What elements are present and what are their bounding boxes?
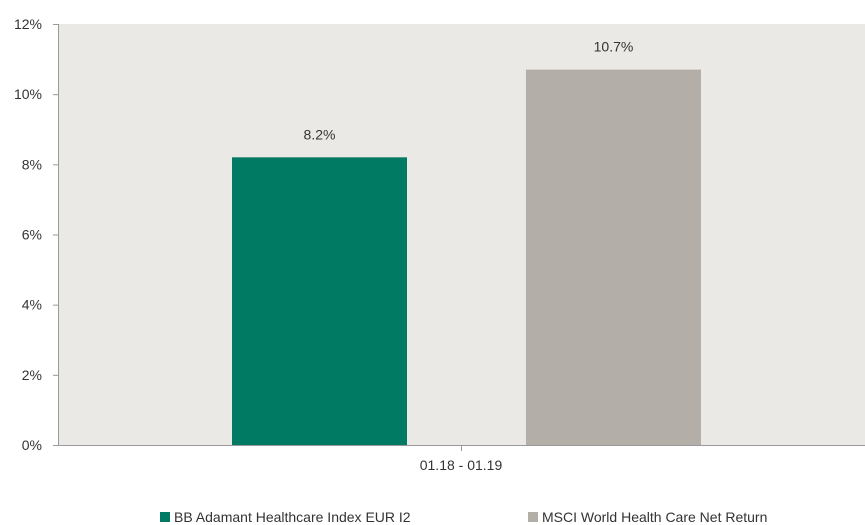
bar-series-0 (232, 157, 407, 446)
y-tick-label: 2% (22, 367, 42, 383)
legend-item-fund: BB Adamant Healthcare Index EUR I2 (160, 509, 411, 525)
legend-label-benchmark: MSCI World Health Care Net Return (542, 509, 768, 525)
bar-value-label-0: 8.2% (304, 126, 336, 142)
legend-swatch-fund (160, 512, 170, 522)
y-tick-label: 6% (22, 227, 42, 243)
legend-item-benchmark: MSCI World Health Care Net Return (528, 509, 767, 525)
y-tick-label: 10% (14, 86, 42, 102)
legend-swatch-benchmark (528, 512, 538, 522)
y-tick-label: 12% (14, 16, 42, 32)
y-tick-label: 0% (22, 437, 42, 453)
legend-label-fund: BB Adamant Healthcare Index EUR I2 (174, 509, 411, 525)
y-tick-label: 8% (22, 156, 42, 172)
plot-area (58, 24, 865, 445)
x-category-label: 01.18 - 01.19 (420, 457, 503, 473)
legend: BB Adamant Healthcare Index EUR I2 MSCI … (0, 509, 865, 525)
y-tick-label: 4% (22, 297, 42, 313)
bar-series-1 (526, 69, 701, 445)
bar-value-label-1: 10.7% (594, 39, 634, 55)
